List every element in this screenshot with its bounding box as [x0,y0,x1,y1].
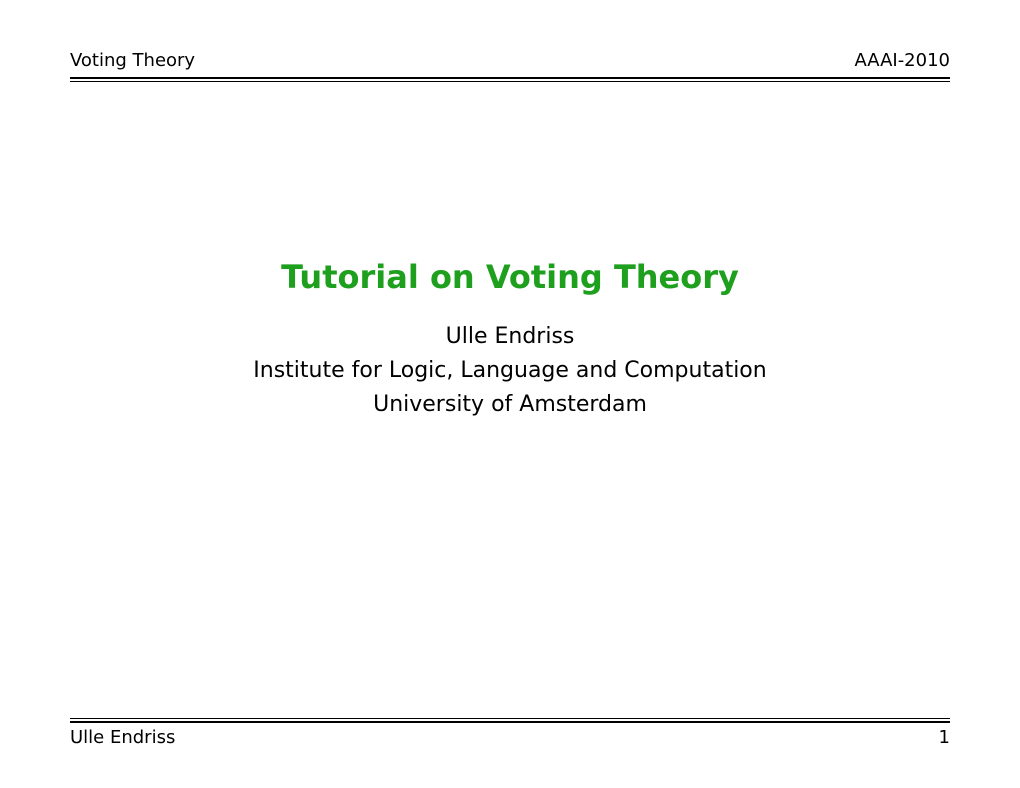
footer-page-number: 1 [939,727,950,748]
slide-content: Tutorial on Voting Theory Ulle Endriss I… [70,82,950,718]
header-rule-thick [70,77,950,79]
slide-title: Tutorial on Voting Theory [281,258,739,296]
affiliation-university: University of Amsterdam [373,388,647,422]
author-name: Ulle Endriss [446,320,575,354]
footer-rule-thin [70,718,950,719]
slide-footer: Ulle Endriss 1 [70,723,950,748]
header-left-text: Voting Theory [70,50,195,71]
slide-header: Voting Theory AAAI-2010 [70,50,950,75]
footer-left-text: Ulle Endriss [70,727,175,748]
affiliation-institute: Institute for Logic, Language and Comput… [253,354,766,388]
header-right-text: AAAI-2010 [854,50,950,71]
